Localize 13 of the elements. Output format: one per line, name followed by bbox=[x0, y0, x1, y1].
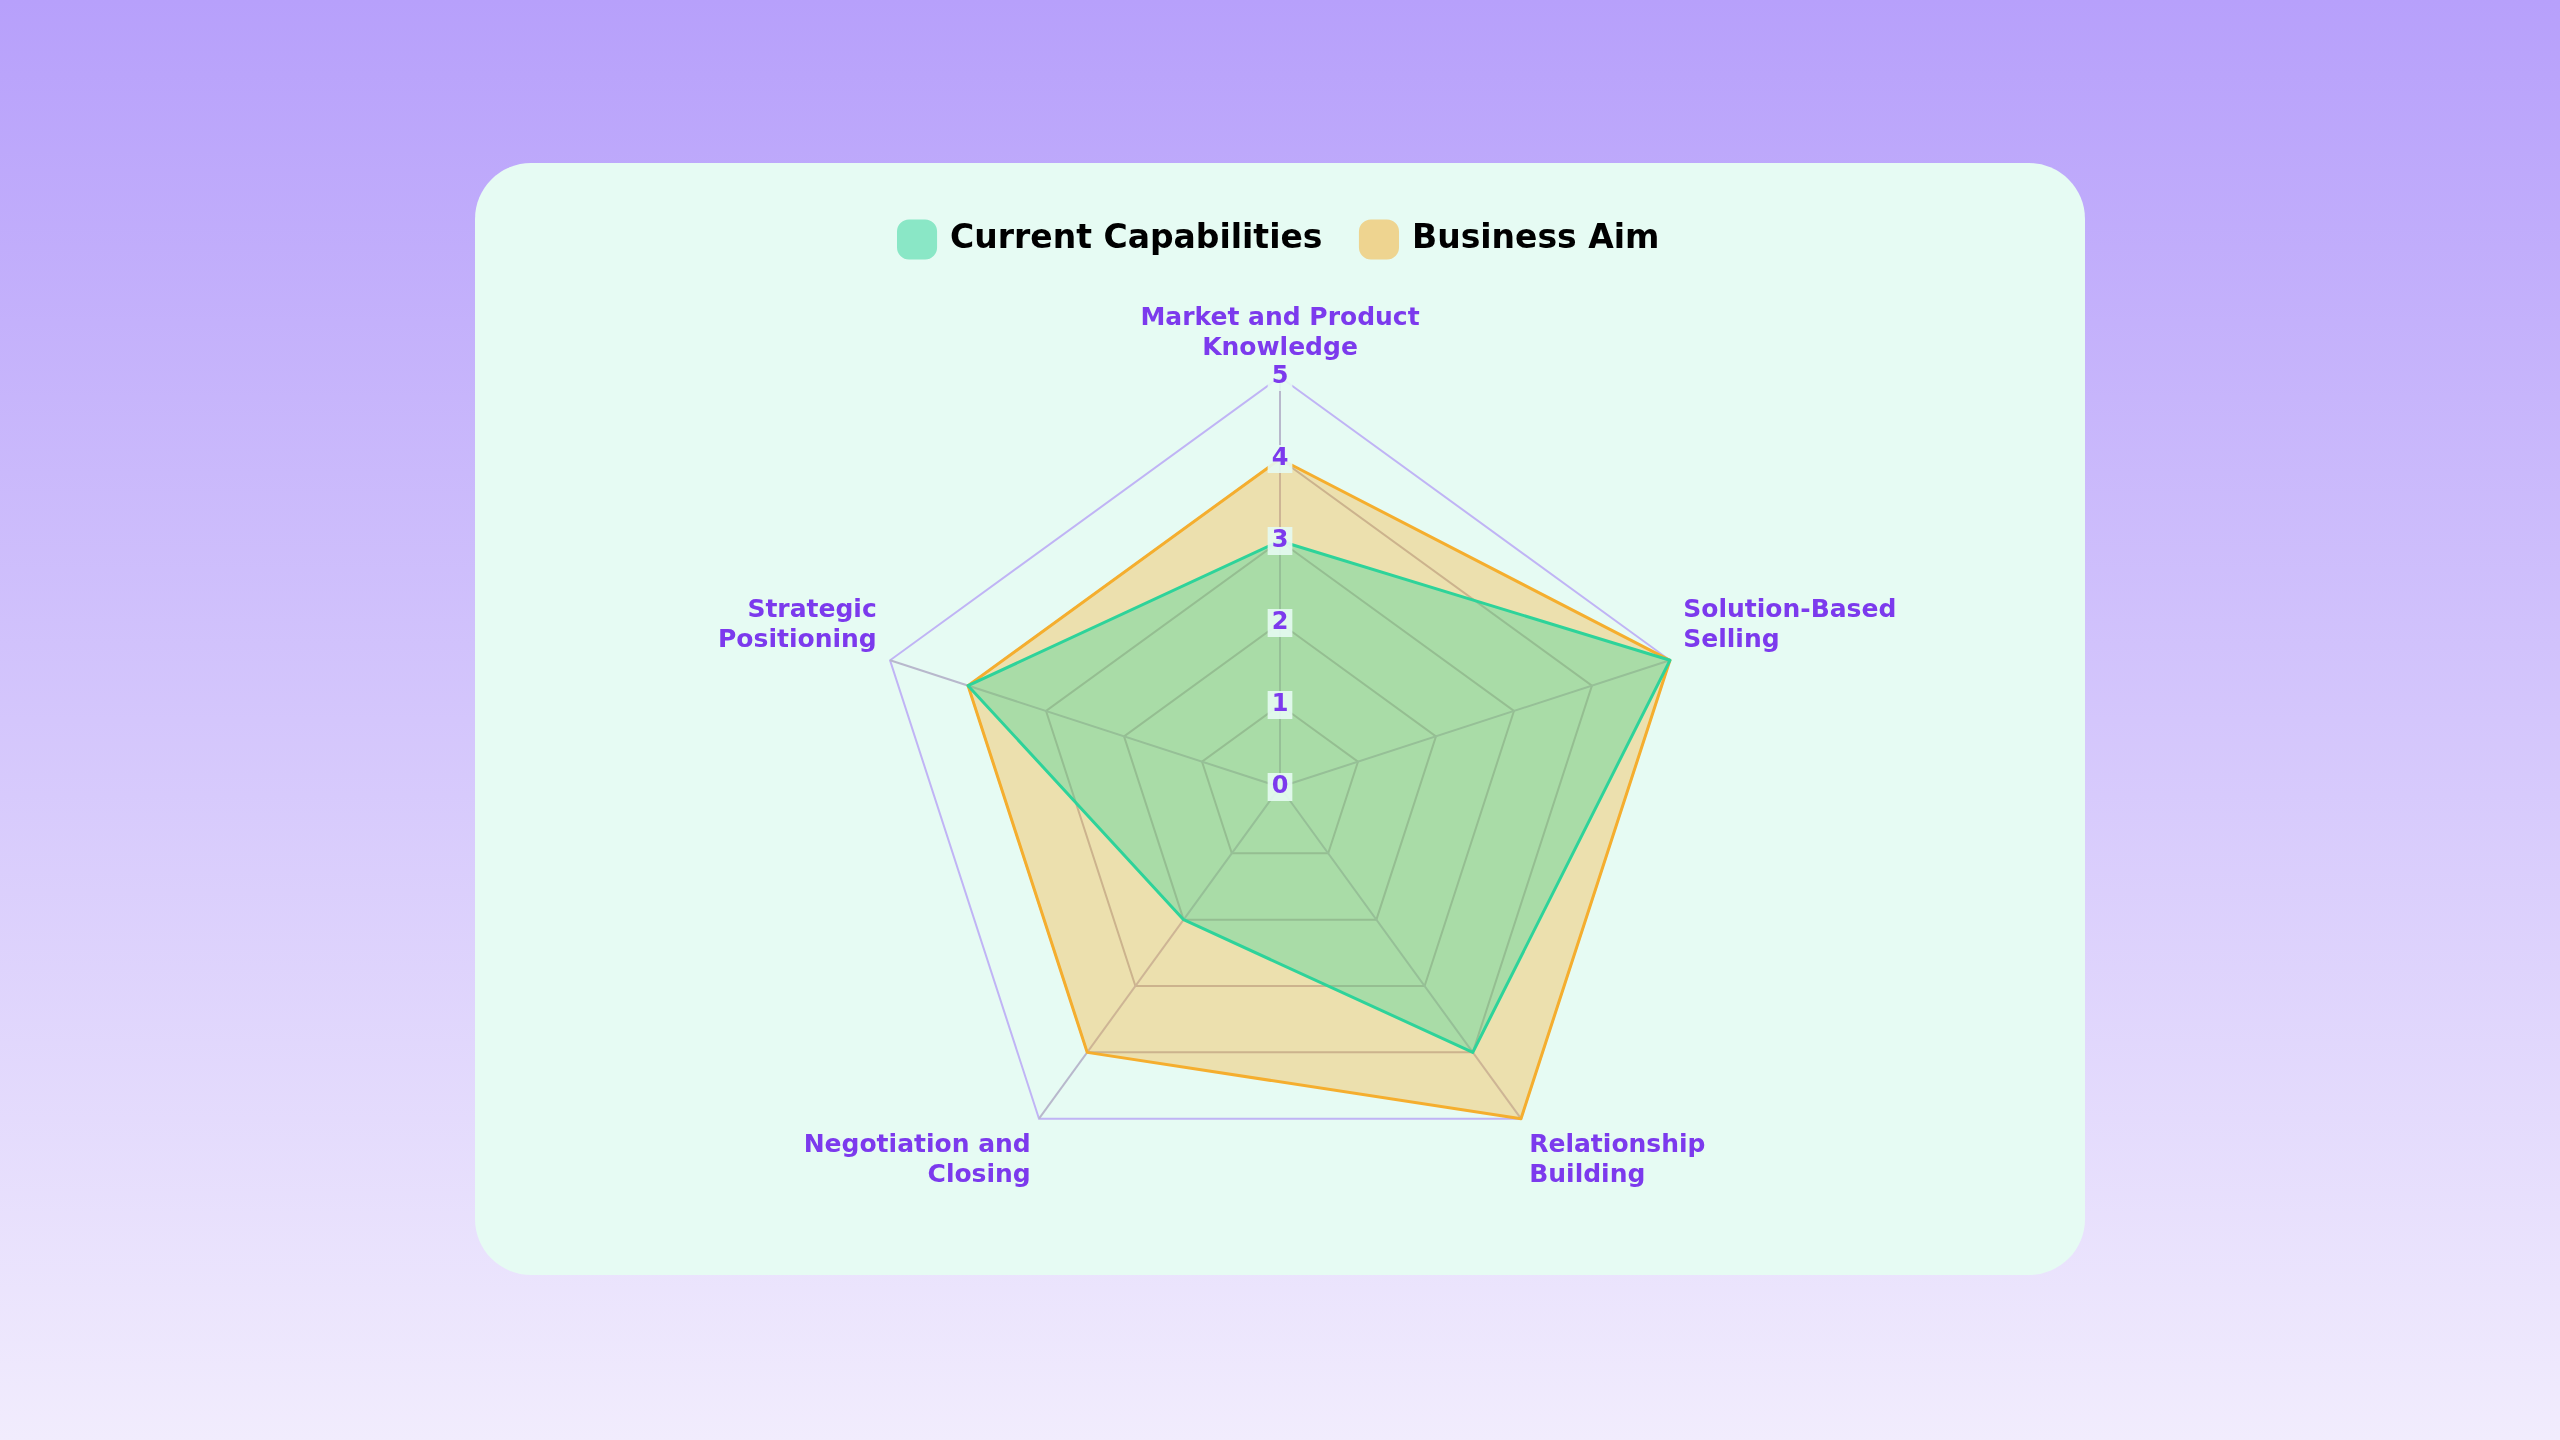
y-tick-label: 5 bbox=[1271, 361, 1289, 390]
y-tick-label: 2 bbox=[1271, 607, 1289, 636]
y-tick-label: 3 bbox=[1271, 525, 1289, 554]
y-tick-label: 1 bbox=[1271, 689, 1289, 718]
spoke-label: Solution-Based Selling bbox=[1683, 594, 1897, 654]
spoke-label: Relationship Building bbox=[1529, 1128, 1706, 1188]
spoke-label: Negotiation and Closing bbox=[803, 1128, 1031, 1188]
spoke-label: Market and Product Knowledge bbox=[1140, 301, 1420, 361]
y-tick-label: 0 bbox=[1271, 771, 1289, 800]
legend-label: Current Capabilities bbox=[950, 217, 1323, 257]
legend-label: Business Aim bbox=[1411, 217, 1660, 257]
spoke-label: Strategic Positioning bbox=[718, 594, 877, 654]
y-tick-label: 4 bbox=[1271, 443, 1289, 472]
